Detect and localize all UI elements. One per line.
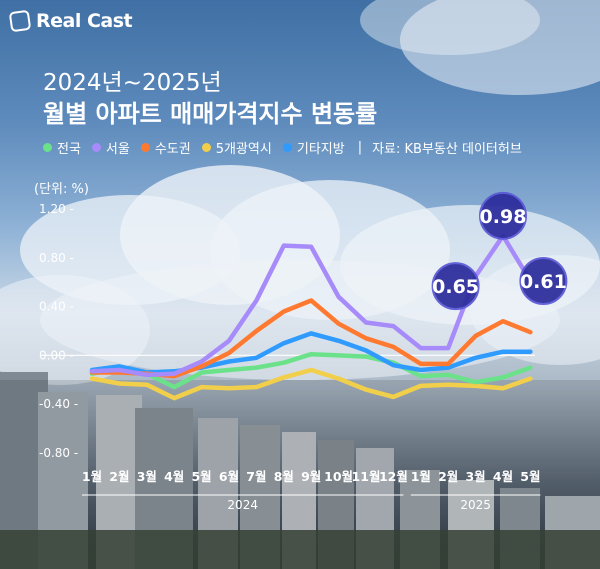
x-tick-label: 4월 — [164, 469, 184, 484]
legend-item: 5개광역시 — [201, 138, 272, 157]
series-line-3 — [89, 298, 533, 379]
brand-logo: Real Cast — [8, 9, 133, 33]
legend-label: 수도권 — [154, 142, 191, 157]
legend-label: 서울 — [105, 142, 130, 157]
annotation-label: 0.65 — [432, 276, 479, 298]
legend-dot-icon — [282, 143, 292, 152]
annotation-bubble — [431, 262, 480, 311]
series-line-2 — [89, 233, 533, 378]
x-tick-label: 10월 — [324, 469, 353, 484]
series-line-1 — [89, 351, 533, 390]
y-tick-label: 0.40 - — [39, 300, 74, 314]
x-tick-label: 12월 — [379, 469, 408, 484]
brand-name: Real Cast — [36, 10, 133, 32]
x-tick-label: 2월 — [438, 469, 458, 484]
legend-item: 전국 — [43, 138, 81, 157]
legend-dot-icon — [43, 143, 52, 152]
x-tick-label: 11월 — [352, 469, 381, 484]
y-tick-label: -0.80 - — [39, 446, 78, 460]
x-tick-label: 3월 — [137, 469, 157, 484]
year-label: 2025 — [460, 498, 491, 512]
y-tick-label: -0.40 - — [39, 397, 78, 411]
title-period: 2024년~2025년 — [43, 70, 222, 96]
legend-separator: | — [357, 140, 363, 155]
apartment-buildings — [0, 372, 600, 569]
legend-label: 5개광역시 — [215, 142, 272, 157]
x-tick-label: 6월 — [219, 469, 239, 484]
legend-item: 서울 — [91, 138, 130, 157]
y-tick-label: 1.20 - — [39, 202, 74, 216]
y-tick-label: 0.00 - — [39, 348, 74, 362]
legend-dot-icon — [91, 143, 101, 152]
legend-dot-icon — [201, 143, 211, 152]
x-tick-label: 1월 — [82, 469, 102, 484]
annotation-bubble — [519, 256, 568, 305]
y-tick-label: 0.80 - — [39, 251, 74, 265]
x-tick-label: 1월 — [411, 469, 431, 484]
legend-item: 기타지방 — [282, 138, 345, 157]
series-line-5 — [89, 331, 533, 375]
legend-item: 수도권 — [140, 138, 191, 157]
x-tick-label: 9월 — [301, 469, 321, 484]
x-tick-label: 3월 — [465, 469, 485, 484]
x-tick-label: 7월 — [246, 469, 266, 484]
annotation-label: 0.61 — [520, 271, 567, 293]
x-tick-label: 5월 — [191, 469, 211, 484]
legend: 전국 서울 수도권 5개광역시 기타지방 | 자료: KB부동산 데이터허브 — [43, 138, 522, 157]
x-tick-label: 2월 — [109, 469, 129, 484]
chart-title: 월별 아파트 매매가격지수 변동률 — [43, 100, 378, 128]
legend-dot-icon — [140, 143, 150, 152]
annotation-label: 0.98 — [480, 206, 527, 228]
source-note: 자료: KB부동산 데이터허브 — [372, 142, 522, 157]
legend-label: 전국 — [57, 142, 81, 157]
x-tick-label: 8월 — [274, 469, 294, 484]
x-tick-label: 4월 — [493, 469, 513, 484]
year-label: 2024 — [227, 498, 258, 512]
x-tick-label: 5월 — [520, 469, 540, 484]
legend-label: 기타지방 — [296, 142, 345, 157]
series-line-4 — [89, 367, 533, 401]
annotation-bubble — [479, 191, 527, 240]
y-axis-unit-label: (단위: %) — [34, 182, 89, 197]
